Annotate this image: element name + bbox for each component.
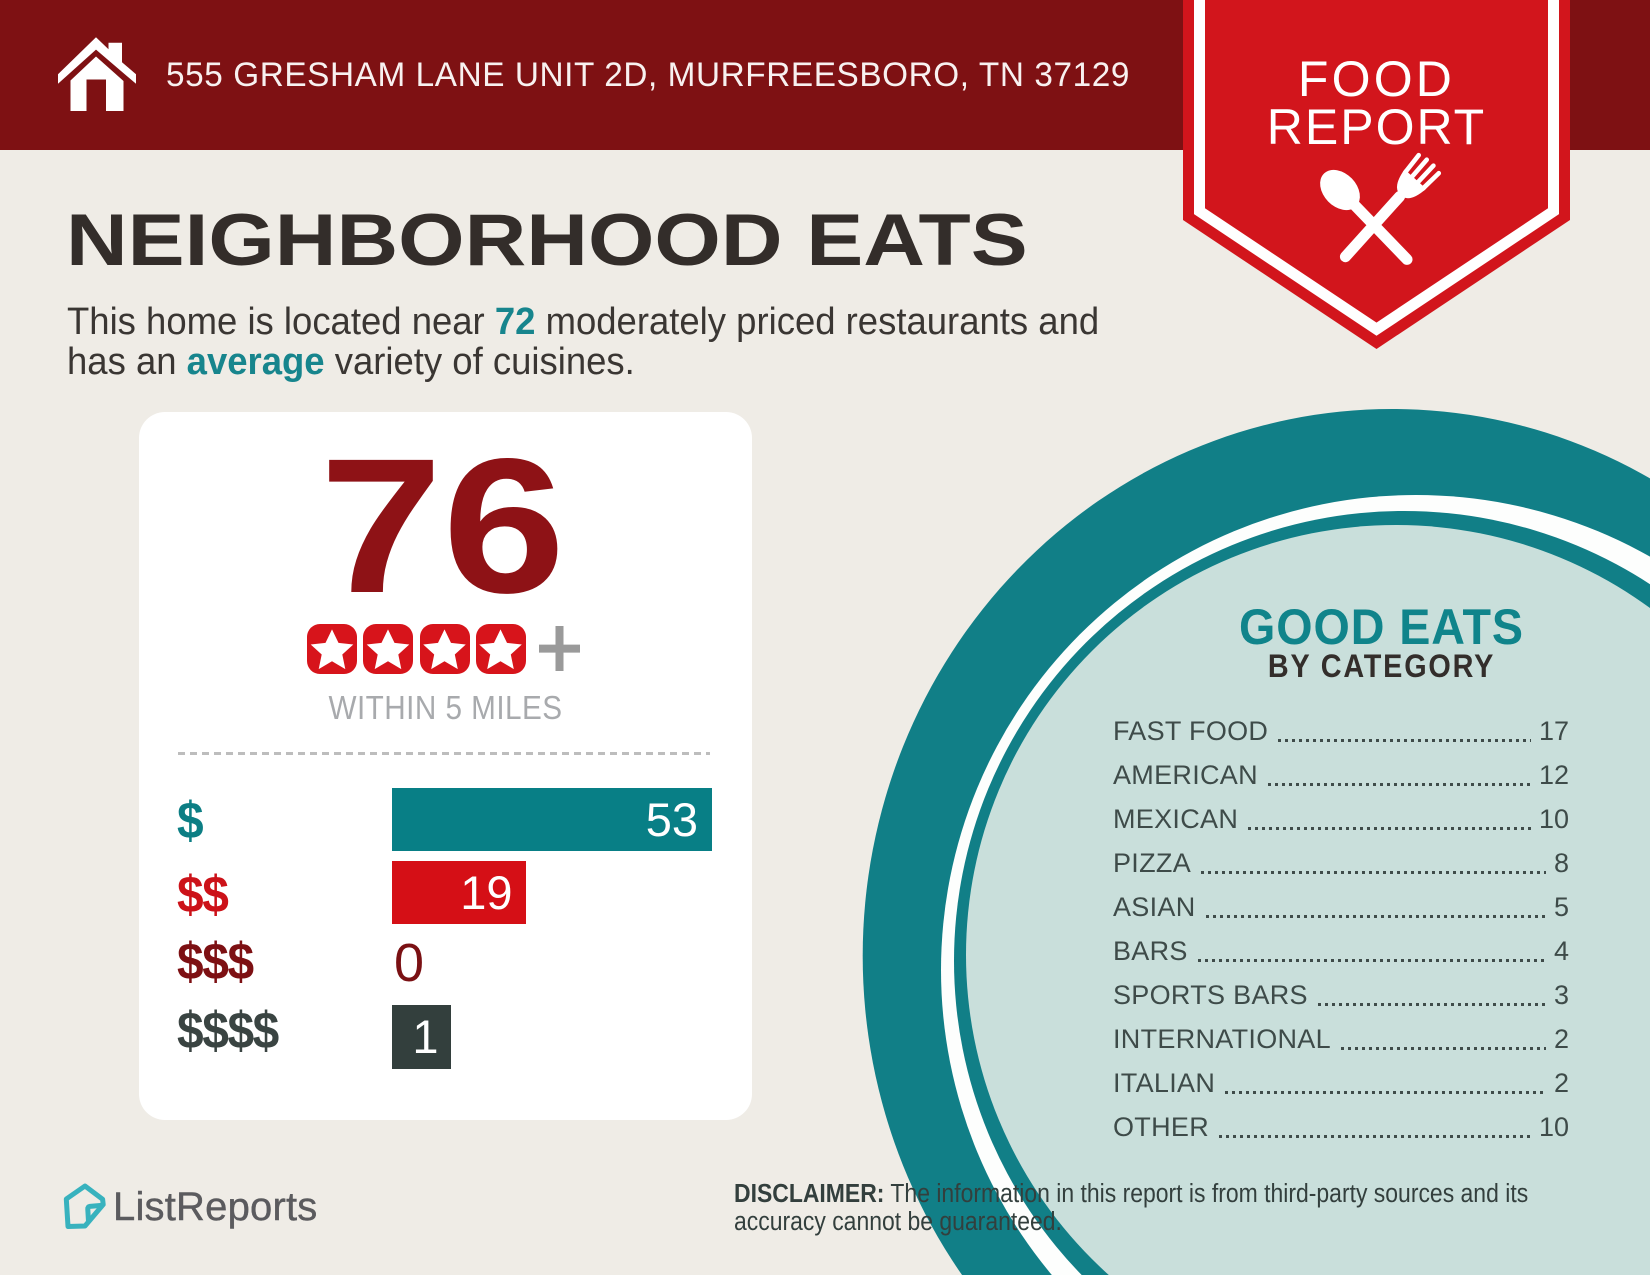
svg-text:REPORT: REPORT: [1267, 99, 1486, 155]
svg-text:FOOD: FOOD: [1298, 51, 1455, 107]
